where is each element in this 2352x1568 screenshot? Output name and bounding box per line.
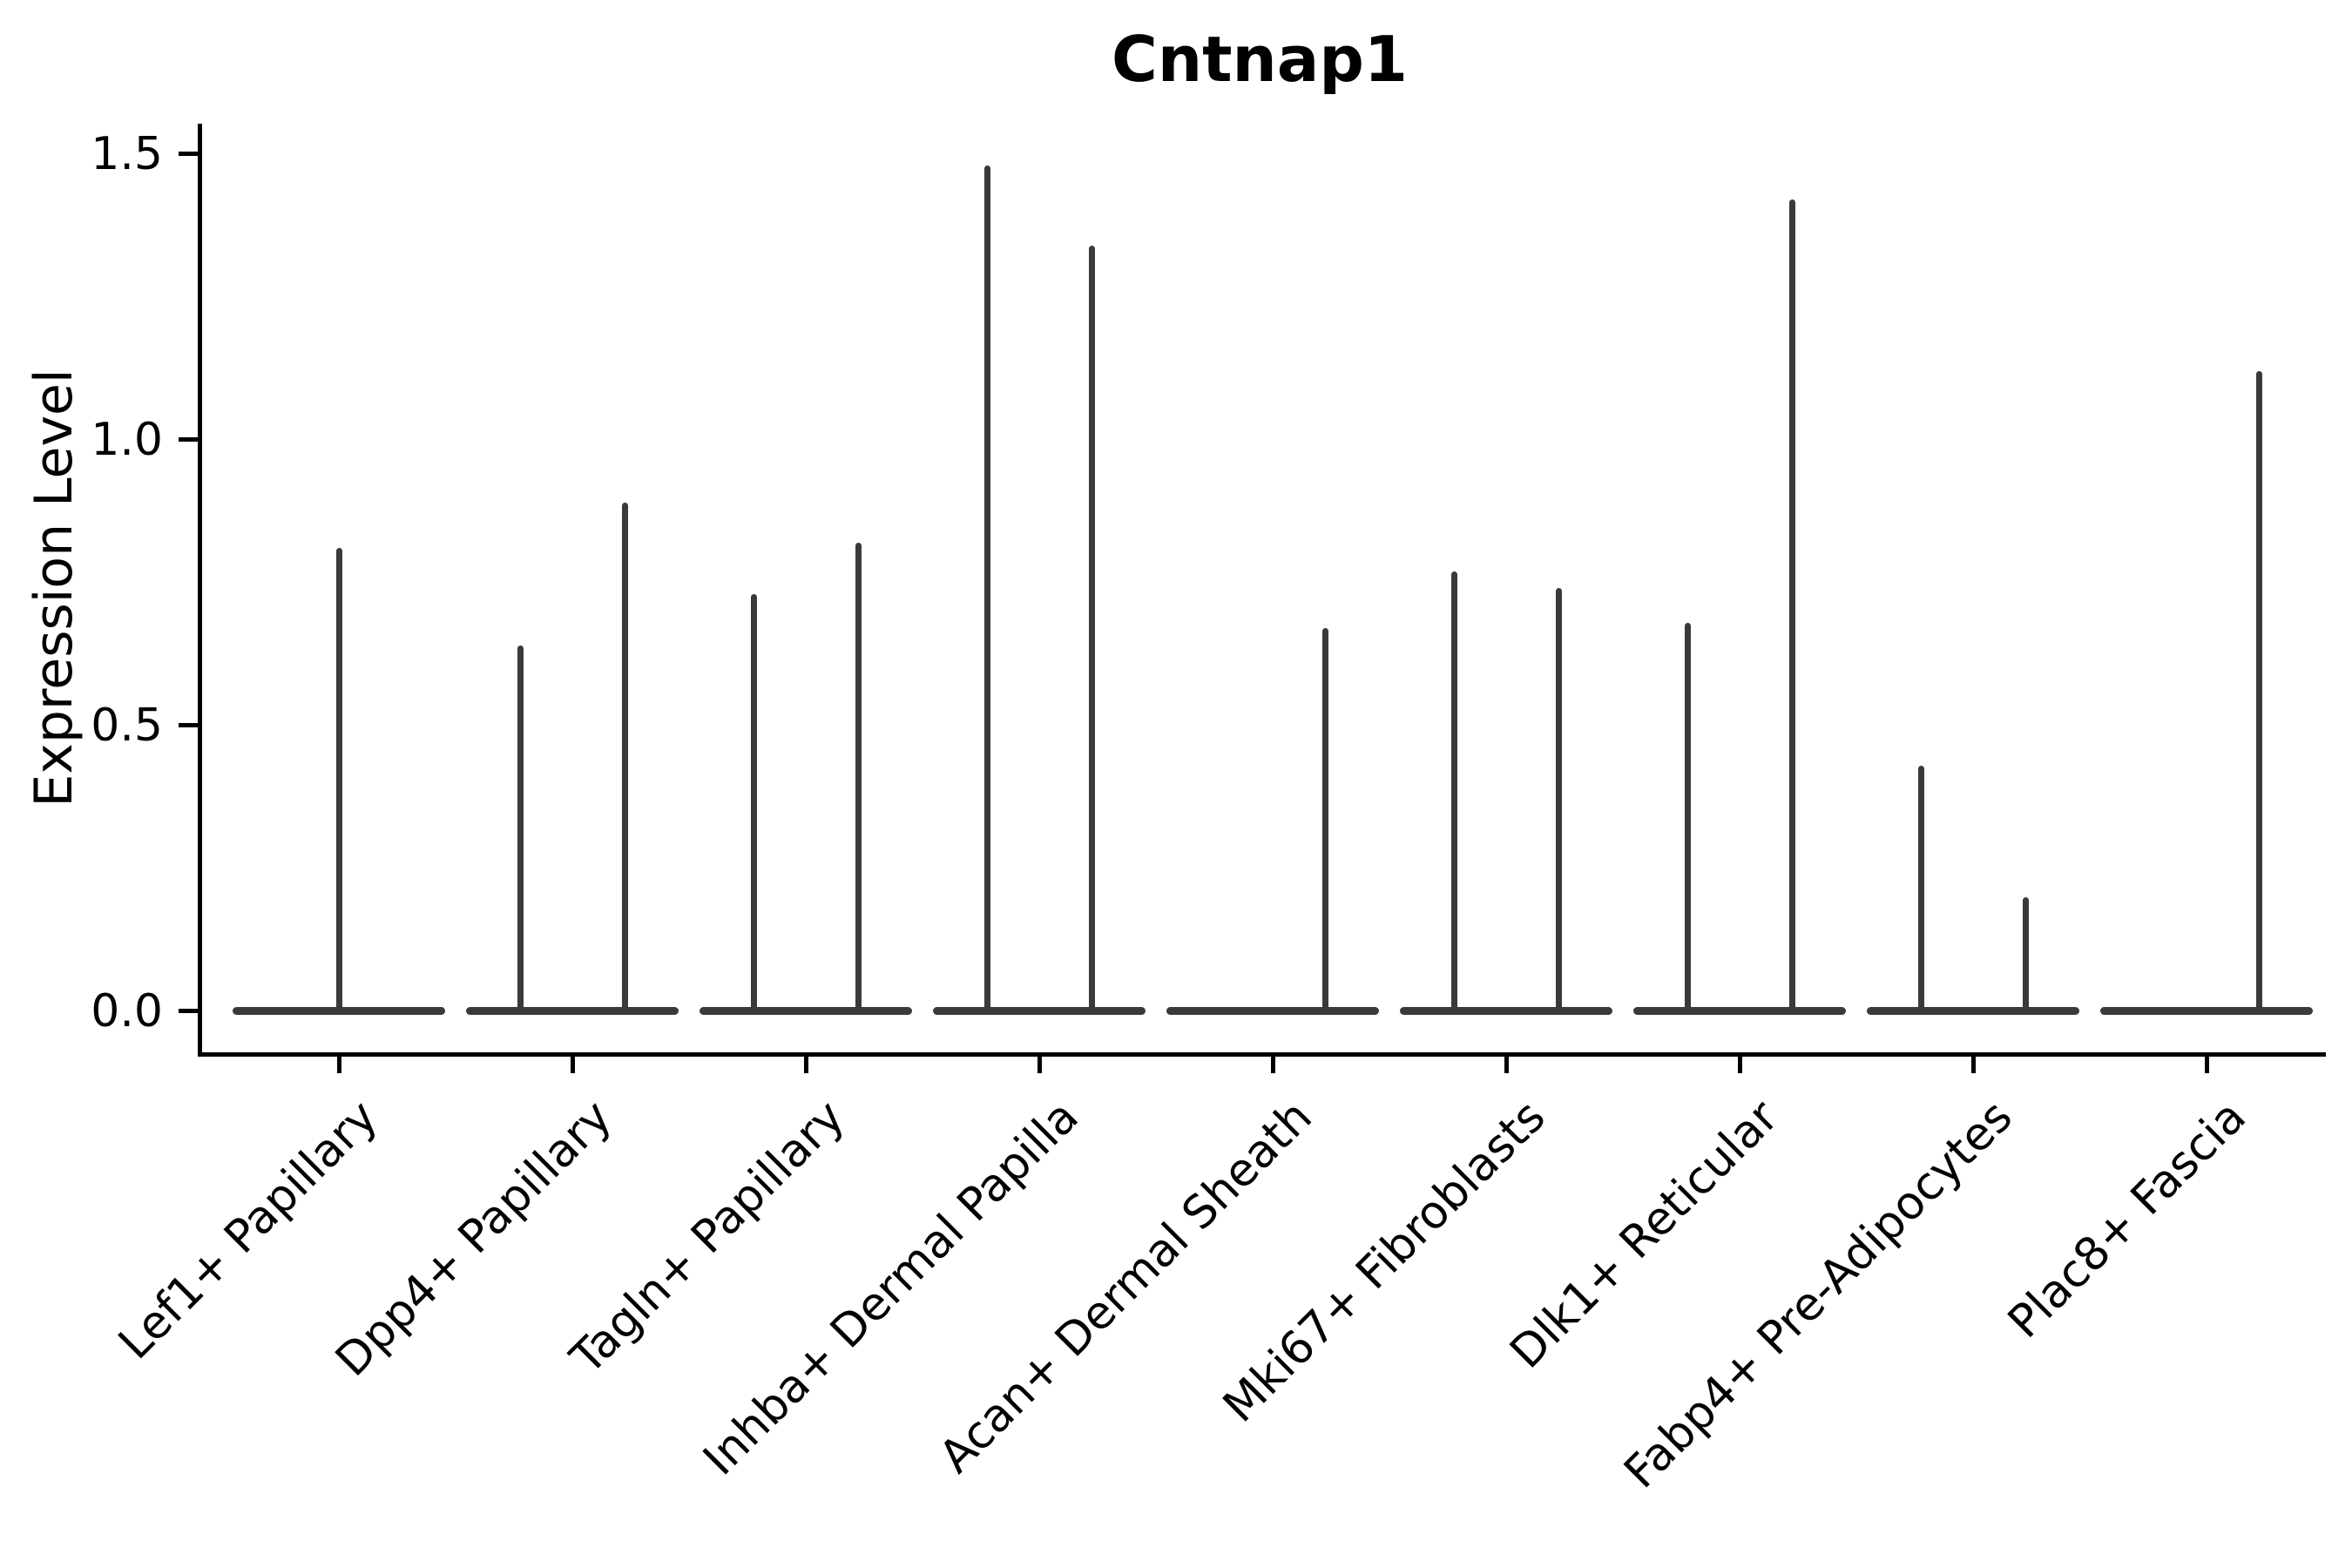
violin-body bbox=[1400, 1007, 1612, 1016]
x-axis-tick bbox=[570, 1052, 575, 1073]
x-axis-tick-label: Plac8+ Fascia bbox=[1997, 1091, 2256, 1348]
x-axis-tick bbox=[1504, 1052, 1509, 1073]
y-axis-tick bbox=[179, 1009, 198, 1014]
violin-spike bbox=[1788, 199, 1795, 1015]
violin-spike bbox=[2022, 896, 2029, 1015]
violin-spike bbox=[855, 542, 862, 1015]
x-axis-tick bbox=[336, 1052, 341, 1073]
violin-body bbox=[466, 1007, 679, 1016]
chart-title: Cntnap1 bbox=[1112, 23, 1408, 96]
violin-spike bbox=[2255, 371, 2262, 1015]
y-axis-tick bbox=[179, 152, 198, 157]
violin-spike bbox=[621, 502, 628, 1015]
violin-spike bbox=[1088, 245, 1095, 1015]
y-axis-tick-label: 1.0 bbox=[91, 413, 163, 466]
y-axis-tick bbox=[179, 437, 198, 443]
violin-spike bbox=[1684, 622, 1691, 1015]
violin-body bbox=[1166, 1007, 1379, 1016]
violin-spike bbox=[1917, 765, 1924, 1015]
y-axis-tick-label: 0.0 bbox=[91, 984, 163, 1037]
violin-body bbox=[1867, 1007, 2079, 1016]
violin-spike bbox=[1450, 571, 1457, 1015]
y-axis-tick-label: 1.5 bbox=[91, 127, 163, 180]
y-axis-tick bbox=[179, 723, 198, 728]
x-axis-tick bbox=[1737, 1052, 1742, 1073]
x-axis-tick bbox=[1970, 1052, 1976, 1073]
violin-spike bbox=[983, 165, 990, 1015]
x-axis-tick-label: Fabp4+ Pre-Adipocytes bbox=[1614, 1091, 2023, 1499]
y-axis-tick-label: 0.5 bbox=[91, 699, 163, 752]
violin-spike bbox=[517, 645, 524, 1015]
violin-body bbox=[2100, 1007, 2313, 1016]
violin-spike bbox=[1555, 588, 1562, 1015]
plot-area: 0.0 0.5 1.0 1.5 Lef1+ Papillary Dpp4+ Papilla… bbox=[91, 124, 2326, 1498]
violin-body bbox=[700, 1007, 912, 1016]
x-axis-tick bbox=[803, 1052, 808, 1073]
x-axis-tick-label: Inhba+ Dermal Papilla bbox=[693, 1091, 1089, 1486]
violin-spike bbox=[335, 548, 342, 1015]
violin-body bbox=[1633, 1007, 1846, 1016]
x-axis-tick-label: Acan+ Dermal Sheath bbox=[929, 1091, 1322, 1484]
x-axis-tick bbox=[1037, 1052, 1042, 1073]
violin-body bbox=[933, 1007, 1146, 1016]
x-axis-tick bbox=[1270, 1052, 1275, 1073]
violin-spike bbox=[750, 593, 757, 1015]
violin-spike bbox=[1321, 628, 1328, 1015]
x-axis-tick bbox=[2204, 1052, 2209, 1073]
